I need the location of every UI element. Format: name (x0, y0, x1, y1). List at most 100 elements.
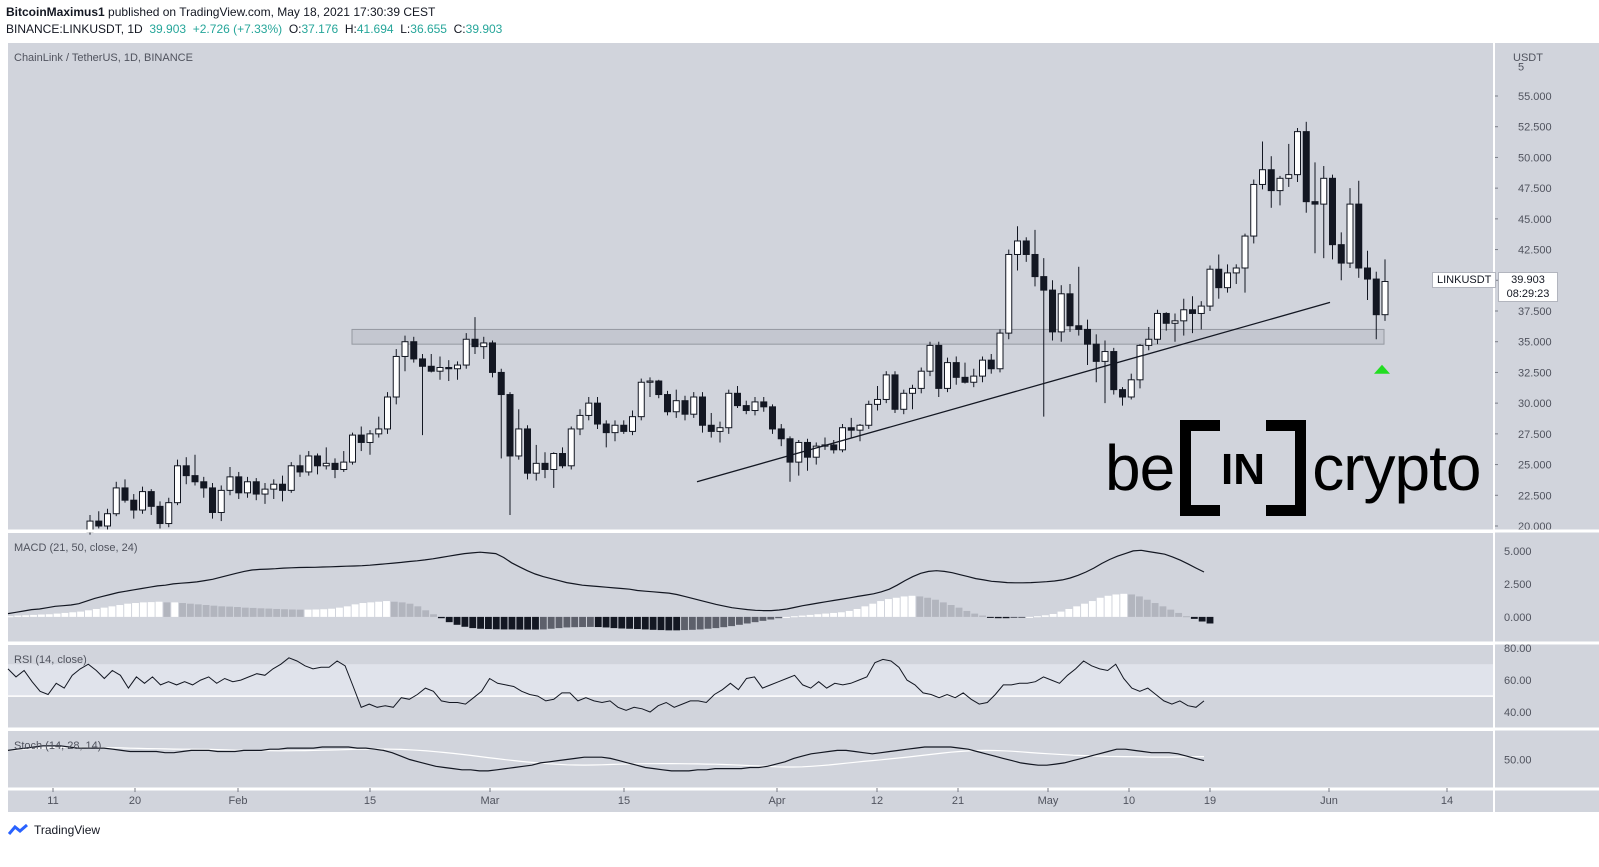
candle (979, 356, 986, 383)
candle-body (716, 427, 724, 432)
candle (104, 508, 111, 531)
candle-body (357, 434, 365, 443)
macd-histogram-bar (485, 616, 492, 630)
symbol-line: BINANCE:LINKUSDT, 1D 39.903 +2.726 (+7.3… (6, 22, 502, 36)
candle (909, 384, 916, 410)
time-tick-label: Mar (481, 795, 500, 807)
macd-histogram-bar (618, 616, 626, 629)
stoch-signal-line (7, 746, 1205, 768)
candle-countdown: 08:29:23 (1506, 288, 1550, 300)
candle-body (366, 433, 374, 443)
candle-body (1119, 389, 1126, 398)
macd-histogram-bar (806, 614, 814, 617)
time-tick-label: 21 (952, 795, 964, 807)
candle (1066, 283, 1074, 332)
macd-histogram-bar (288, 609, 296, 617)
macd-histogram-bar (547, 616, 555, 629)
macd-histogram-bar (1065, 608, 1073, 617)
macd-histogram-bar (171, 602, 179, 617)
candle (672, 389, 680, 418)
candle (655, 379, 663, 399)
candle (147, 489, 155, 515)
candle-body (121, 487, 129, 501)
macd-histogram-bar (1096, 597, 1104, 617)
macd-histogram-bar (1190, 616, 1198, 619)
price-tick-label: 42.500 (1518, 245, 1552, 257)
candle-body (1180, 309, 1188, 322)
macd-histogram-bar (673, 616, 681, 631)
candle (296, 454, 304, 477)
logo-bracket-mark: IN (1180, 420, 1307, 516)
macd-histogram-bar (1167, 609, 1175, 617)
candle (830, 440, 838, 454)
candle-body (349, 434, 356, 463)
candle (331, 458, 339, 479)
last-price-value: 39.903 (1511, 274, 1545, 286)
macd-histogram-bar (1081, 603, 1088, 617)
macd-histogram-bar (594, 616, 602, 628)
macd-histogram-bar (720, 616, 728, 628)
candle-body (585, 402, 593, 416)
time-tick-label: 19 (1204, 795, 1216, 807)
macd-histogram-bar (343, 606, 351, 617)
price-tick-label: 52.500 (1518, 122, 1552, 134)
candle (1294, 127, 1301, 182)
candle-body (1294, 131, 1301, 176)
candle-body (401, 341, 409, 357)
macd-histogram-bar (186, 603, 194, 617)
candle (1040, 258, 1048, 417)
candle-body (1057, 293, 1065, 333)
macd-histogram-bar (437, 616, 445, 619)
candle (1364, 250, 1371, 300)
candle-body (480, 342, 488, 348)
candle-body (725, 392, 733, 429)
candle (445, 360, 453, 382)
candle-body (200, 481, 208, 489)
candle-body (567, 428, 575, 467)
macd-histogram-bar (155, 601, 163, 617)
candle-body (594, 402, 601, 425)
candle-body (226, 476, 234, 491)
author-name[interactable]: BitcoinMaximus1 (6, 5, 105, 19)
macd-histogram-bar (53, 613, 61, 617)
candle (497, 368, 505, 459)
candle-body (112, 487, 120, 515)
candle-body (541, 462, 549, 470)
candle (891, 371, 899, 413)
candle-body (1145, 338, 1153, 346)
macd-histogram-bar (194, 604, 202, 617)
candle-body (384, 396, 391, 430)
macd-histogram-bar (249, 607, 257, 617)
candle-body (436, 367, 444, 372)
macd-histogram-bar (1159, 606, 1167, 617)
macd-histogram-bar (234, 606, 241, 617)
candle-body (287, 465, 295, 491)
candle (611, 420, 619, 442)
candle-body (1372, 278, 1380, 316)
macd-histogram-bar (375, 601, 383, 617)
candle-body (506, 394, 514, 457)
candle-body (620, 424, 628, 432)
macd-histogram-bar (634, 616, 641, 630)
candle-body (1355, 203, 1363, 269)
beincrypto-logo: be IN crypto (1105, 420, 1481, 516)
price-tick-label: 22.500 (1518, 490, 1552, 502)
macd-histogram-bar (1088, 601, 1096, 617)
macd-histogram-bar (971, 613, 979, 617)
candle-body (392, 355, 400, 398)
candle (1162, 312, 1170, 331)
candle (392, 349, 400, 405)
candle (1276, 175, 1284, 206)
chart-canvas[interactable]: 55.00052.50050.00047.50045.00042.50040.0… (0, 40, 1599, 820)
candle (847, 417, 855, 438)
macd-histogram-bar (1120, 593, 1128, 617)
macd-tick-label: 5.000 (1504, 546, 1532, 558)
macd-histogram-bar (814, 614, 822, 617)
price-tick-label: 27.500 (1518, 429, 1552, 441)
macd-histogram-bar (885, 599, 892, 617)
macd-histogram-bar (116, 605, 124, 617)
macd-histogram-bar (563, 616, 571, 628)
ascending-support-trendline (696, 301, 1331, 483)
candle-body (550, 453, 558, 470)
tradingview-footer[interactable]: TradingView (8, 823, 100, 837)
